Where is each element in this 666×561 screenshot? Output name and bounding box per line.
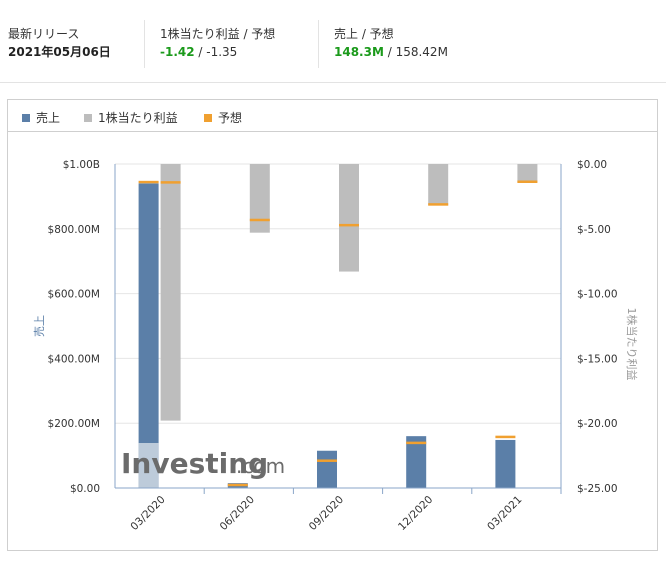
legend-item-eps[interactable]: 1株当たり利益 <box>84 109 178 126</box>
eps-forecast-value: -1.35 <box>206 45 238 59</box>
chart-axes <box>114 164 562 494</box>
x-tick-label: 12/2020 <box>396 494 435 533</box>
summary-stats: 最新リリース 2021年05月06日 1株当たり利益 / 予想 -1.42 / … <box>0 0 666 83</box>
eps-stat-label: 1株当たり利益 / 予想 <box>160 27 276 41</box>
revenue-forecast-marker <box>227 483 248 487</box>
revenue-bar <box>495 439 516 488</box>
legend-swatch-revenue <box>22 113 30 122</box>
eps-bar <box>160 164 181 421</box>
x-tick-label: 09/2020 <box>307 494 346 533</box>
right-axis-tick-label: $-25.00 <box>577 483 618 495</box>
left-axis-tick-label: $200.00M <box>48 418 100 430</box>
investing-watermark: Investing .com <box>121 443 285 488</box>
legend-label-revenue: 売上 <box>36 111 61 125</box>
latest-release-stat: 最新リリース 2021年05月06日 <box>8 26 111 60</box>
revenue-separator: / <box>383 45 396 59</box>
chart-gridlines <box>115 163 561 489</box>
revenue-forecast-marker <box>138 180 159 184</box>
stat-divider <box>144 20 145 68</box>
latest-release-value: 2021年05月06日 <box>8 45 111 59</box>
eps-stat-value: -1.42 / -1.35 <box>160 44 275 60</box>
revenue-forecast-marker <box>495 435 516 439</box>
revenue-bar <box>317 450 337 488</box>
eps-bar <box>517 164 538 183</box>
right-axis-tick-label: $-20.00 <box>577 418 618 430</box>
eps-forecast-marker <box>249 218 270 222</box>
revenue-bar <box>406 436 427 488</box>
left-axis-tick-label: $0.00 <box>70 483 100 495</box>
eps-forecast-marker <box>517 180 538 183</box>
right-axis-tick-label: $-10.00 <box>577 289 618 301</box>
watermark-text-main: Investing <box>121 447 268 480</box>
legend-label-forecast: 予想 <box>218 111 243 125</box>
left-axis-tick-label: $600.00M <box>48 289 100 301</box>
chart-bars <box>138 164 538 488</box>
earnings-chart-panel: 売上 1株当たり利益 予想 Investing .com $0.00 $200.0… <box>7 99 658 551</box>
eps-actual-value: -1.42 <box>160 45 195 59</box>
eps-forecast-marker <box>428 203 449 206</box>
revenue-forecast-marker <box>317 459 337 462</box>
legend-swatch-forecast <box>204 113 212 122</box>
revenue-forecast-marker <box>406 441 427 445</box>
legend-item-revenue[interactable]: 売上 <box>22 109 60 126</box>
right-axis-tick-label: $0.00 <box>577 159 607 171</box>
chart-legend: 売上 1株当たり利益 予想 <box>8 100 657 132</box>
right-axis-tick-label: $-15.00 <box>577 353 618 365</box>
stat-divider <box>318 20 319 68</box>
earnings-chart: Investing .com $0.00 $200.00M $400.00M $600… <box>33 159 639 533</box>
x-tick-label: 03/2020 <box>128 494 167 533</box>
x-tick-label: 03/2021 <box>485 494 524 533</box>
right-axis-title: 1株当たり利益 <box>625 308 639 381</box>
eps-stat: 1株当たり利益 / 予想 -1.42 / -1.35 <box>160 26 275 60</box>
eps-separator: / <box>194 45 207 59</box>
right-axis-tick-label: $-5.00 <box>577 224 611 236</box>
revenue-actual-value: 148.3M <box>334 45 384 59</box>
x-tick-label: 06/2020 <box>218 494 257 533</box>
revenue-bar <box>138 183 159 488</box>
revenue-stat-label: 売上 / 予想 <box>334 27 394 41</box>
legend-label-eps: 1株当たり利益 <box>98 111 178 125</box>
left-axis-tick-label: $400.00M <box>48 353 100 365</box>
left-axis-tick-label: $1.00B <box>63 159 100 171</box>
legend-item-forecast[interactable]: 予想 <box>204 109 242 126</box>
eps-forecast-marker <box>339 223 359 227</box>
eps-bar <box>339 164 359 272</box>
watermark-text-suffix: .com <box>236 454 285 478</box>
latest-release-label: 最新リリース <box>8 27 80 41</box>
revenue-stat-value: 148.3M / 158.42M <box>334 44 448 60</box>
eps-forecast-marker <box>160 181 181 184</box>
left-axis-tick-label: $800.00M <box>48 224 100 236</box>
eps-bar <box>428 164 449 206</box>
left-axis-title: 売上 <box>33 315 46 337</box>
revenue-stat: 売上 / 予想 148.3M / 158.42M <box>334 26 448 60</box>
revenue-forecast-value: 158.42M <box>395 45 448 59</box>
eps-bar <box>249 164 270 233</box>
legend-swatch-eps <box>84 113 92 122</box>
